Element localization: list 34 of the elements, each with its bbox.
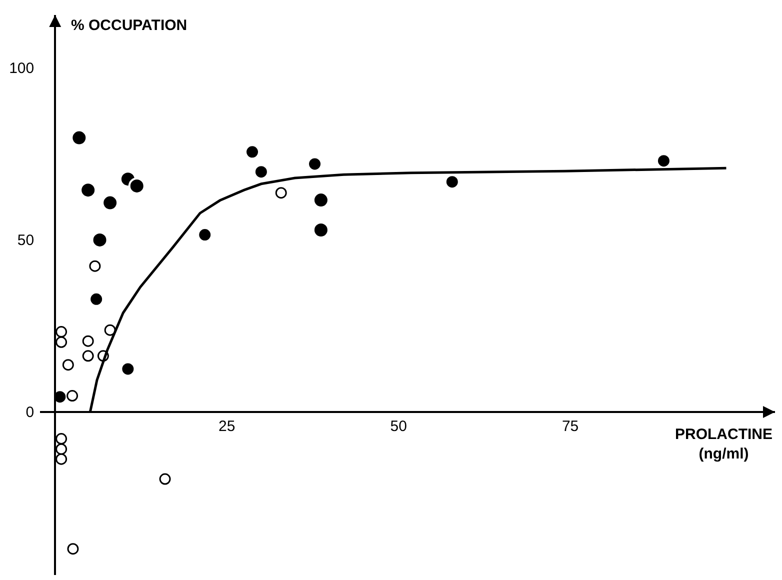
point — [89, 260, 101, 272]
point — [67, 543, 79, 555]
y-tick-label: 0 — [26, 404, 34, 422]
x-tick-label: 25 — [218, 418, 236, 435]
x-tick-label: 50 — [390, 418, 407, 435]
point — [66, 390, 78, 402]
point — [62, 359, 74, 371]
point — [70, 129, 88, 146]
point — [82, 335, 94, 347]
point — [56, 326, 68, 338]
x-tick-label: 75 — [562, 418, 579, 435]
point — [246, 146, 258, 158]
point — [56, 453, 68, 465]
y-axis-title: % OCCUPATION — [71, 17, 188, 34]
point — [104, 324, 116, 336]
point — [122, 363, 134, 375]
point — [90, 293, 102, 305]
point — [199, 229, 211, 241]
point — [658, 155, 670, 167]
point — [275, 187, 287, 199]
x-axis-title: PROLACTINE (ng/ml) — [675, 426, 772, 462]
point — [56, 443, 68, 455]
point — [446, 176, 458, 188]
point — [159, 473, 171, 485]
y-tick-label: 50 — [17, 232, 34, 250]
point — [80, 182, 97, 199]
y-tick-label: 100 — [9, 60, 34, 78]
point — [56, 433, 68, 445]
point — [82, 350, 94, 362]
point — [309, 158, 321, 170]
point — [102, 194, 119, 212]
point — [56, 336, 68, 348]
point — [128, 177, 146, 194]
point — [255, 166, 267, 178]
